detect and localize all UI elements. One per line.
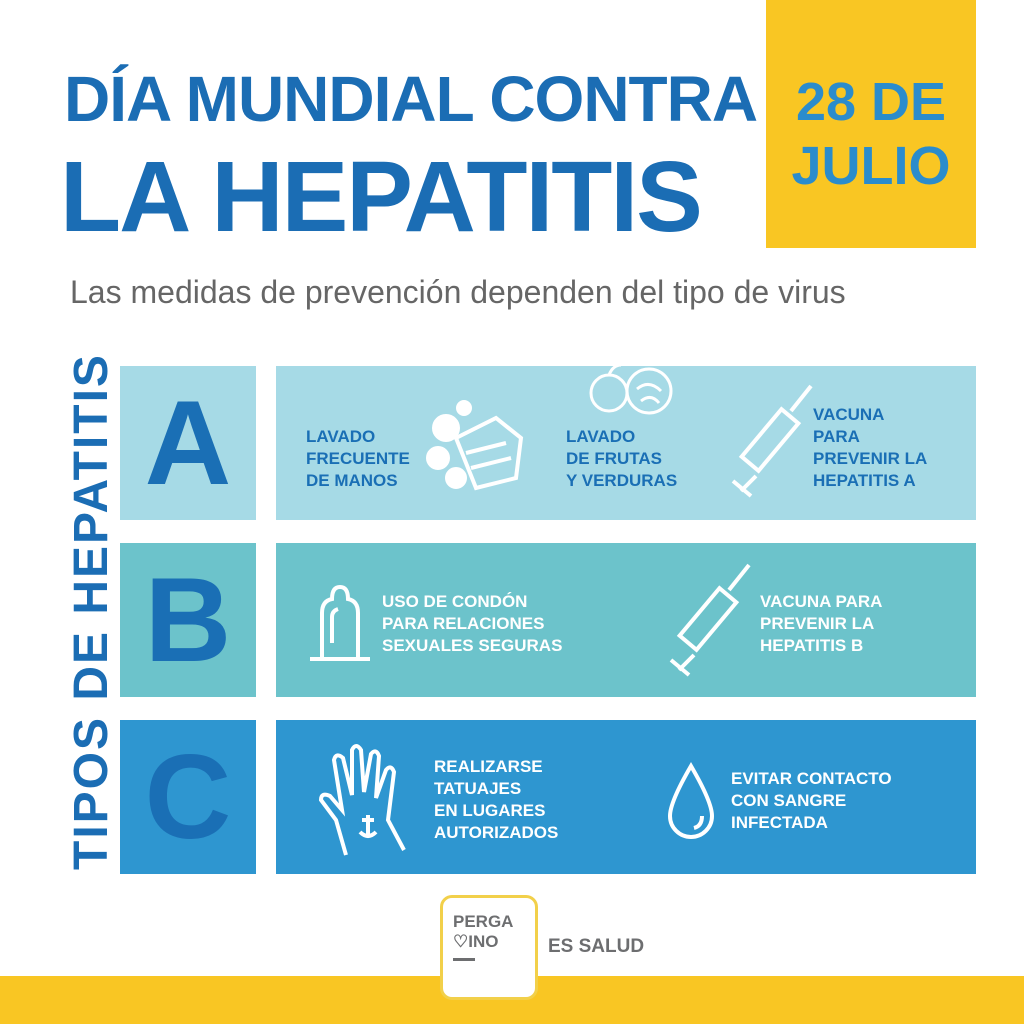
heart-icon: ♡ [453,932,469,951]
item-hand-washing: LAVADO FRECUENTE DE MANOS [306,426,410,492]
condom-icon [310,584,370,661]
logo-line-2: ♡INO [453,932,525,952]
item-fruits-washing: LAVADO DE FRUTAS Y VERDURAS [566,426,677,492]
item-text: VACUNA PARA [760,592,883,611]
item-text: VACUNA [813,405,885,424]
logo-line-1: PERGA [453,912,514,931]
item-text: PREVENIR LA [813,449,928,468]
date-line-1: 28 DE [795,72,947,132]
item-text: USO DE CONDÓN [382,592,528,611]
item-text: HEPATITIS A [813,471,916,490]
item-vaccine-b: VACUNA PARA PREVENIR LA HEPATITIS B [760,591,882,657]
item-condom: USO DE CONDÓN PARA RELACIONES SEXUALES S… [382,591,562,657]
item-text: LAVADO [306,427,376,446]
item-text: AUTORIZADOS [434,823,559,842]
item-text: TATUAJES [434,779,522,798]
hand-washing-icon [426,400,524,491]
item-text: DE MANOS [306,471,398,490]
item-text: PARA [813,427,860,446]
item-text: PREVENIR LA [760,614,875,633]
item-text: CON SANGRE [731,791,847,810]
title-line-1: DÍA MUNDIAL CONTRA [64,63,758,135]
item-text: Y VERDURAS [566,471,678,490]
pergamino-logo: PERGA ♡INO [440,895,538,1000]
subtitle: Las medidas de prevención dependen del t… [70,274,846,310]
item-tattoos: REALIZARSE TATUAJES EN LUGARES AUTORIZAD… [434,756,558,844]
item-text: LAVADO [566,427,636,446]
item-blood-contact: EVITAR CONTACTO CON SANGRE INFECTADA [731,768,892,834]
item-text: REALIZARSE [434,757,543,776]
syringe-icon [731,384,813,498]
logo-text: INO [468,932,499,951]
side-label: TIPOS DE HEPATITIS [65,353,118,870]
item-vaccine-a: VACUNA PARA PREVENIR LA HEPATITIS A [813,404,927,492]
letter-c-box: C [120,720,256,874]
item-text: HEPATITIS B [760,636,864,655]
item-text: EVITAR CONTACTO [731,769,892,788]
row-b-content: USO DE CONDÓN PARA RELACIONES SEXUALES S… [276,543,976,697]
fruits-vegetables-icon [589,363,673,415]
date-line-2: JULIO [791,136,951,196]
title-line-2: LA HEPATITIS [60,141,703,253]
item-text: SEXUALES SEGURAS [382,636,563,655]
item-text: PARA RELACIONES [382,614,545,633]
row-c-content: REALIZARSE TATUAJES EN LUGARES AUTORIZAD… [276,720,976,874]
blood-drop-icon [667,762,715,839]
tagline: ES SALUD [548,936,645,957]
logo-underline [453,958,475,961]
item-text: EN LUGARES [434,801,546,820]
item-text: DE FRUTAS [566,449,663,468]
letter-b-box: B [120,543,256,697]
item-text: FRECUENTE [306,449,410,468]
item-text: INFECTADA [731,813,828,832]
syringe-icon [669,563,751,677]
row-a-content: LAVADO FRECUENTE DE MANOS LAVADO DE FRUT… [276,363,976,520]
tattooed-hand-icon [318,744,406,856]
date-box: 28 DE JULIO [766,0,976,248]
letter-a-box: A [120,366,256,520]
